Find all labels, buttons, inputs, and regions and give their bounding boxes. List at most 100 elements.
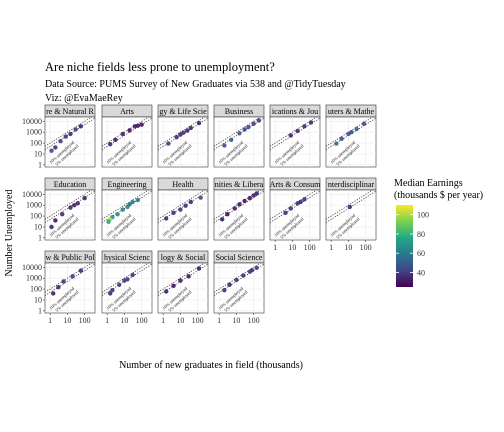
data-point	[130, 199, 135, 205]
x-tick-label: 100	[79, 316, 91, 325]
data-point	[51, 291, 56, 296]
x-tick-label: 100	[360, 243, 372, 252]
y-tick-label: 1000	[26, 274, 42, 283]
y-tick-label: 100	[30, 139, 42, 148]
data-point	[361, 121, 367, 126]
legend-tick-label: 80	[417, 230, 425, 239]
panel-background	[44, 116, 96, 168]
data-point	[164, 216, 169, 221]
data-point	[130, 272, 135, 278]
data-point	[251, 121, 256, 126]
data-point	[196, 120, 202, 126]
reference-line	[45, 263, 95, 296]
facet-strip-label: uters & Mathe	[328, 107, 375, 116]
x-tick-label: 100	[192, 316, 204, 325]
data-point	[225, 211, 230, 217]
reference-line	[102, 117, 152, 150]
legend-colorbar	[396, 205, 413, 287]
data-point	[127, 128, 132, 133]
x-tick-label: 1	[273, 243, 277, 252]
data-point	[188, 125, 193, 131]
data-point	[78, 124, 84, 129]
data-point	[106, 219, 111, 224]
data-point	[334, 141, 339, 146]
x-tick-label: 1	[161, 316, 165, 325]
facet-strip-label: gy & Life Scie	[159, 107, 207, 116]
facet-strip-label: hysical Scienc	[104, 253, 150, 262]
x-tick-label: 10	[344, 243, 352, 252]
reference-line	[158, 263, 206, 293]
data-point	[185, 128, 190, 133]
data-point	[254, 265, 259, 271]
data-point	[246, 124, 251, 130]
reference-line	[102, 117, 150, 147]
reference-line	[102, 263, 150, 293]
chart-subtitle-source: Data Source: PUMS Survey of New Graduate…	[45, 79, 346, 90]
facet-strip-label: logy & Social	[161, 253, 206, 262]
data-point	[58, 138, 63, 144]
data-point	[115, 211, 120, 217]
panel-background	[157, 262, 209, 314]
data-point	[60, 211, 65, 217]
data-point	[227, 282, 232, 287]
y-tick-label: 100	[30, 285, 42, 294]
data-point	[241, 273, 246, 278]
data-point	[237, 131, 242, 136]
data-point	[247, 195, 253, 201]
y-axis-title: Number Unemployed	[4, 190, 15, 277]
data-point	[53, 145, 58, 150]
reference-line	[158, 263, 208, 296]
data-point	[188, 199, 193, 205]
facet-strip-label: Education	[54, 180, 86, 189]
color-legend: Median Earnings(thousands $ per year) 100…	[394, 178, 483, 287]
reference-line	[158, 190, 206, 220]
reference-line	[102, 190, 150, 220]
data-point	[178, 278, 183, 283]
data-point	[339, 136, 344, 141]
data-point	[139, 122, 144, 127]
data-point	[242, 127, 247, 132]
data-point	[82, 195, 87, 201]
facet-strip-label: w & Public Pol	[45, 253, 95, 262]
data-point	[164, 289, 169, 294]
panel-background	[44, 262, 96, 314]
reference-line	[45, 263, 93, 293]
data-point	[283, 210, 288, 216]
panel-background	[325, 116, 377, 168]
data-point	[174, 134, 179, 140]
x-tick-label: 100	[248, 316, 260, 325]
y-tick-label: 10000	[22, 263, 42, 272]
x-tick-label: 10	[63, 316, 71, 325]
x-tick-label: 1	[217, 316, 221, 325]
panel-background	[101, 189, 153, 241]
reference-line	[270, 117, 320, 150]
data-point	[125, 277, 130, 282]
data-point	[198, 195, 203, 200]
data-point	[186, 274, 191, 279]
data-point	[302, 124, 307, 129]
x-tick-label: 10	[232, 316, 240, 325]
chart-subtitle-credit: Viz: @EvaMaeRey	[45, 93, 123, 104]
x-tick-label: 10	[120, 316, 128, 325]
facet-strip-label: ications & Jou	[272, 107, 318, 116]
y-tick-label: 10	[34, 222, 42, 231]
data-point	[49, 224, 54, 230]
panel-background	[101, 262, 153, 314]
y-tick-label: 1	[38, 233, 42, 242]
data-point	[78, 268, 84, 273]
facet-strip-label: Engineering	[107, 180, 146, 189]
data-point	[63, 134, 68, 139]
data-point	[73, 127, 78, 132]
data-point	[256, 118, 262, 123]
legend-tick-label: 40	[417, 269, 425, 278]
data-point	[229, 137, 234, 143]
panel-background	[269, 189, 321, 241]
reference-line	[214, 263, 262, 293]
